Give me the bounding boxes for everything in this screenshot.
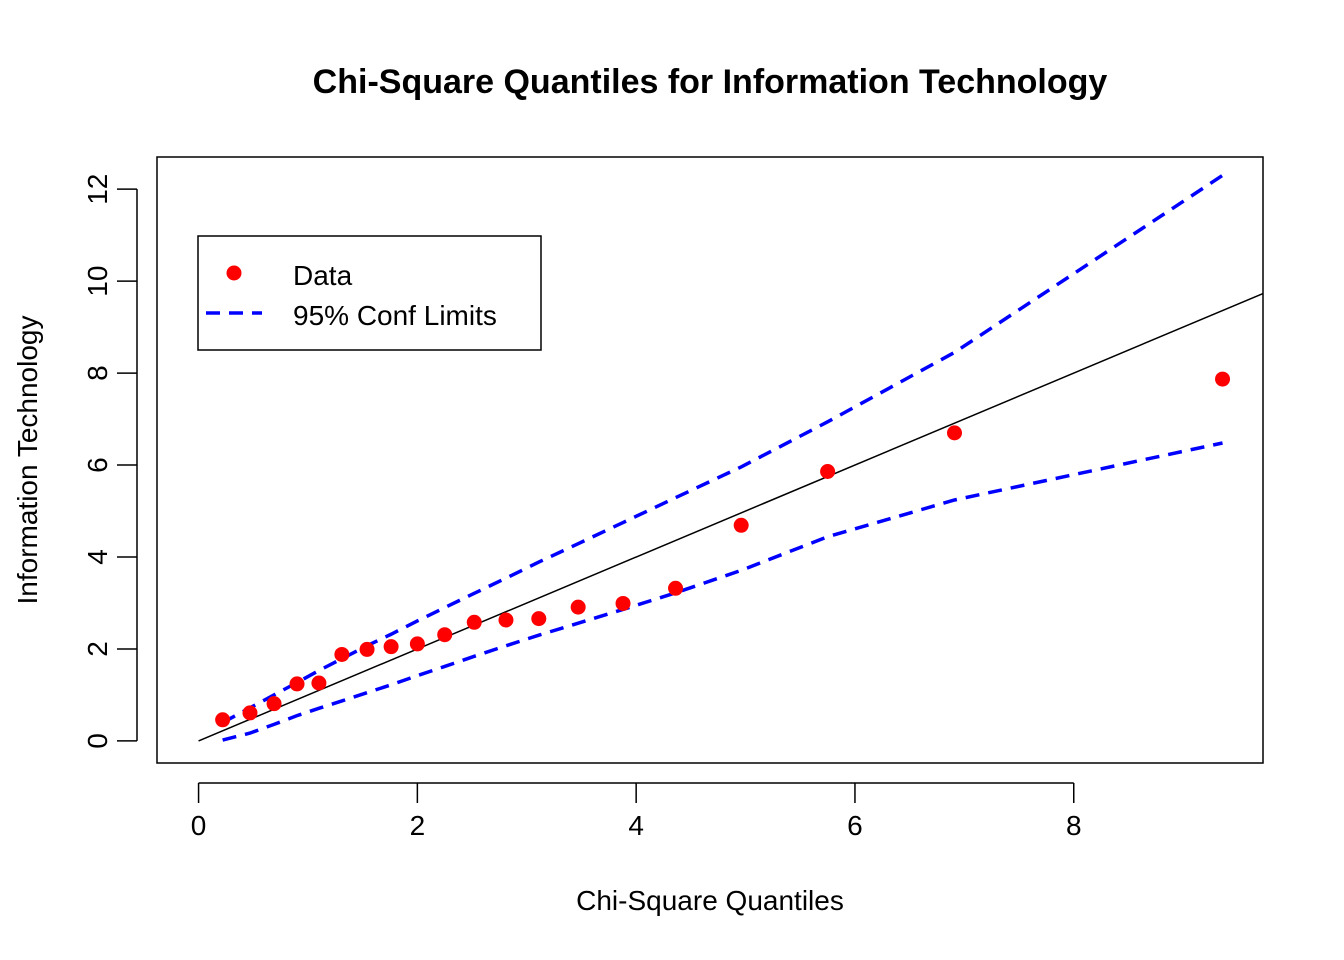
legend-box	[197, 235, 542, 351]
data-point	[215, 712, 231, 728]
legend: Data 95% Conf Limits	[197, 235, 542, 351]
data-point	[1215, 371, 1231, 387]
x-tick-label: 2	[410, 810, 426, 841]
y-tick-label: 2	[82, 641, 113, 657]
data-point	[437, 627, 453, 643]
plot-frame	[156, 156, 1264, 764]
upper-conf-limit-line	[221, 173, 1224, 725]
legend-label-conf-limits: 95% Conf Limits	[293, 300, 497, 331]
data-point	[383, 639, 399, 655]
y-axis-label: Information Technology	[12, 316, 43, 605]
data-point	[359, 641, 375, 657]
data-point	[311, 675, 327, 691]
y-tick-label: 12	[82, 174, 113, 205]
y-tick-label: 8	[82, 365, 113, 381]
y-axis: 0 2 4 6 8 10 12	[82, 174, 138, 749]
data-point	[289, 676, 305, 692]
data-point	[615, 595, 631, 611]
data-point	[266, 696, 282, 712]
data-point	[334, 646, 350, 662]
x-axis: 0 2 4 6 8	[191, 782, 1082, 841]
x-tick-label: 4	[628, 810, 644, 841]
data-point	[733, 517, 749, 533]
data-point	[668, 580, 684, 596]
x-tick-label: 6	[847, 810, 863, 841]
chart-title: Chi-Square Quantiles for Information Tec…	[313, 63, 1108, 101]
data-point	[531, 611, 547, 627]
x-axis-label: Chi-Square Quantiles	[576, 885, 844, 916]
y-tick-label: 4	[82, 549, 113, 565]
legend-data-marker	[226, 265, 242, 281]
data-point	[466, 614, 482, 630]
x-tick-label: 8	[1066, 810, 1082, 841]
data-point	[947, 425, 963, 441]
plot-marks	[198, 173, 1263, 742]
data-point	[409, 636, 425, 652]
data-point	[242, 705, 258, 721]
data-point	[820, 463, 836, 479]
data-point	[498, 612, 514, 628]
legend-label-data: Data	[293, 260, 353, 291]
y-tick-label: 6	[82, 457, 113, 473]
y-tick-label: 10	[82, 266, 113, 297]
data-point	[570, 599, 586, 615]
y-tick-label: 0	[82, 733, 113, 749]
reference-line	[198, 292, 1263, 742]
x-tick-label: 0	[191, 810, 207, 841]
lower-conf-limit-line	[222, 441, 1223, 742]
